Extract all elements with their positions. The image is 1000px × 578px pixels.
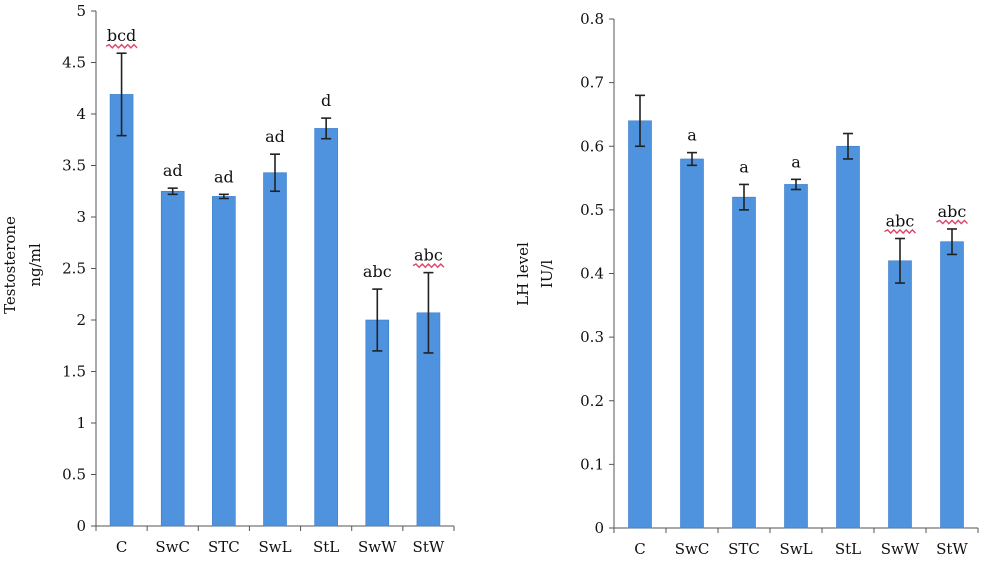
y-tick-label: 5 bbox=[76, 2, 86, 20]
y-tick-label: 1.5 bbox=[62, 363, 86, 381]
x-category-label: STC bbox=[728, 540, 760, 558]
significance-label: a bbox=[791, 152, 801, 171]
significance-label: a bbox=[739, 157, 749, 176]
x-category-label: SwC bbox=[155, 538, 190, 556]
y-tick-label: 0.1 bbox=[580, 455, 604, 473]
x-category-label: StW bbox=[413, 538, 445, 556]
x-category-label: SwW bbox=[881, 540, 920, 558]
bar-stl bbox=[836, 145, 860, 529]
x-category-label: SwC bbox=[675, 540, 710, 558]
y-tick-label: 2.5 bbox=[62, 260, 86, 278]
bar-swc bbox=[680, 158, 704, 529]
bar-stl bbox=[314, 128, 338, 527]
x-category-label: StL bbox=[313, 538, 339, 556]
bar-sww bbox=[888, 260, 912, 529]
y-axis-title-line: ng/ml bbox=[26, 243, 44, 287]
significance-label: abc bbox=[363, 262, 392, 281]
x-category-label: SwL bbox=[258, 538, 291, 556]
significance-label: d bbox=[321, 91, 331, 110]
y-tick-label: 4 bbox=[76, 105, 86, 123]
x-category-label: SwW bbox=[358, 538, 397, 556]
significance-label: a bbox=[687, 126, 697, 145]
x-category-label: C bbox=[634, 540, 645, 558]
bar-swl bbox=[784, 184, 808, 529]
y-tick-label: 0 bbox=[594, 519, 604, 537]
significance-label: abc bbox=[886, 212, 915, 231]
y-tick-label: 3.5 bbox=[62, 157, 86, 175]
y-tick-label: 3 bbox=[76, 208, 86, 226]
x-category-label: STC bbox=[208, 538, 240, 556]
bar-c bbox=[109, 94, 134, 527]
y-tick-label: 0.6 bbox=[580, 137, 604, 155]
y-tick-label: 0.3 bbox=[580, 328, 604, 346]
bar-stw bbox=[940, 241, 964, 529]
lh-level-chart-panel: LH level IU/l 0 0.1 0.2 0.3 0.4 0.5 0.6 0.7 0.8 C Sw… bbox=[514, 10, 979, 558]
y-tick-label: 0.7 bbox=[580, 74, 604, 92]
significance-label: ad bbox=[214, 167, 234, 186]
y-tick-label: 2 bbox=[76, 311, 86, 329]
y-tick-label: 0 bbox=[76, 517, 86, 535]
y-tick-label: 0.2 bbox=[580, 392, 604, 410]
bar-swl bbox=[263, 172, 287, 527]
y-tick-label: 0.5 bbox=[62, 466, 86, 484]
y-axis-title-line: IU/l bbox=[538, 260, 556, 289]
x-category-label: SwL bbox=[779, 540, 812, 558]
spellcheck-squiggle bbox=[884, 228, 917, 235]
y-tick-label: 0.5 bbox=[580, 201, 604, 219]
significance-label: abc bbox=[938, 202, 967, 221]
y-axis-title-line: LH level bbox=[514, 242, 532, 306]
y-tick-label: 0.8 bbox=[580, 10, 604, 28]
testosterone-chart-panel: Testosterone ng/ml 0 0.5 1 1.5 2 2.5 3 3.5 4 4.5 5 Cb… bbox=[1, 2, 455, 556]
significance-label: bcd bbox=[107, 26, 136, 45]
bar-stc bbox=[732, 196, 756, 529]
spellcheck-squiggle bbox=[105, 43, 138, 49]
y-tick-label: 0.4 bbox=[580, 265, 604, 283]
bar-stc bbox=[212, 196, 236, 527]
y-axis-title-line: Testosterone bbox=[1, 216, 19, 314]
bar-swc bbox=[160, 190, 185, 527]
bar-c bbox=[628, 120, 652, 529]
significance-label: ad bbox=[265, 127, 285, 146]
significance-label: ad bbox=[163, 161, 183, 180]
spellcheck-squiggle bbox=[936, 219, 969, 225]
significance-label: abc bbox=[414, 246, 443, 265]
x-category-label: StW bbox=[936, 540, 968, 558]
x-category-label: C bbox=[116, 538, 127, 556]
spellcheck-squiggle bbox=[412, 263, 445, 269]
y-tick-label: 4.5 bbox=[62, 54, 86, 72]
x-category-label: StL bbox=[835, 540, 861, 558]
y-tick-label: 1 bbox=[76, 414, 86, 432]
